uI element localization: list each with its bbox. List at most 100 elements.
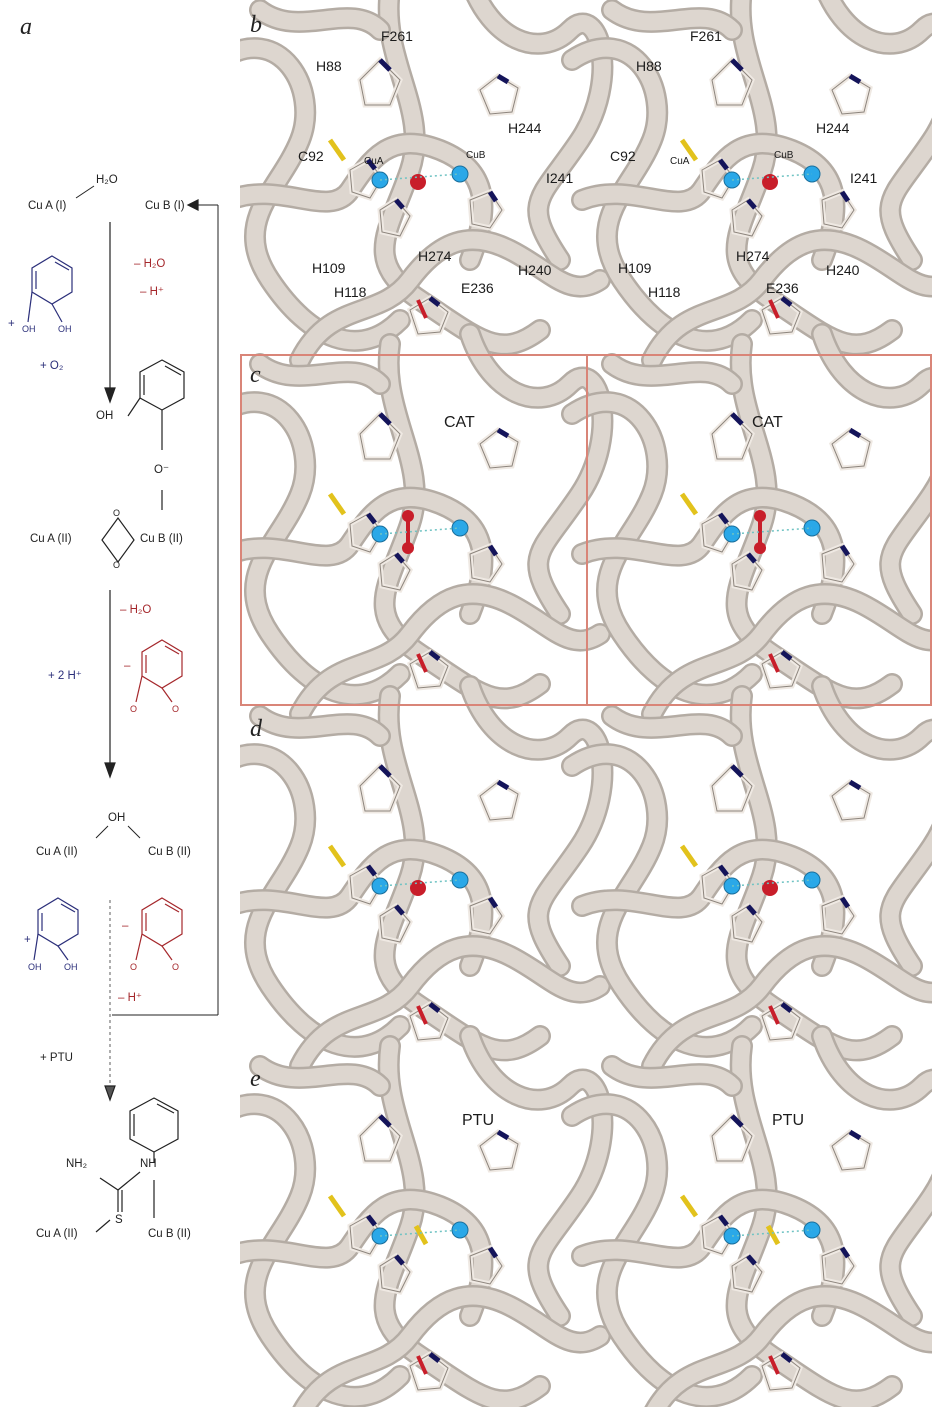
- plus-2hplus: + 2 H⁺: [48, 670, 82, 682]
- ribbon-3-1-5: [603, 1057, 741, 1095]
- nitrogen-2-1-5: [780, 1002, 793, 1013]
- side-chain-edge-1-1-0: [711, 413, 753, 460]
- side-chain-edge-0-1-2: [701, 159, 735, 199]
- ribbon-0-0-4: [291, 231, 609, 369]
- sulfur-0-1: [679, 138, 699, 162]
- panel-letter-b: b: [250, 12, 262, 38]
- side-chain-edge-3-1-2: [701, 1215, 735, 1255]
- ribbon-3-0-5: [251, 1057, 389, 1095]
- side-chain-edge-2-0-5: [409, 1003, 449, 1041]
- residue-c92-right: C92: [610, 148, 636, 164]
- coord-line-3-0: [379, 1229, 461, 1237]
- nitrogen-0-1-3: [746, 198, 757, 210]
- nitrogen-3-0-3: [394, 1254, 405, 1266]
- o-q4: O: [172, 962, 180, 972]
- side-chain-edge-3-0-4: [469, 1247, 503, 1285]
- nitrogen-1-1-2: [718, 512, 729, 525]
- plus-sign-3: +: [24, 934, 31, 946]
- nitrogen-0-1-1: [848, 73, 862, 85]
- side-chain-edge-2-0-3: [379, 905, 411, 943]
- oxygen-stub-1-1: [768, 653, 780, 673]
- side-chain-edge-2-0-4: [469, 897, 503, 935]
- oh-a: OH: [22, 324, 36, 334]
- o-bridge-1: O: [113, 508, 121, 518]
- nitrogen-1-0-4: [487, 544, 499, 557]
- ribbon-3-0-4: [295, 1287, 609, 1407]
- oxygen-stub-3-1: [768, 1355, 780, 1375]
- side-chain-edge-1-0-5: [409, 651, 449, 689]
- residue-h88-right: H88: [636, 58, 662, 74]
- nh-label: NH: [140, 1158, 157, 1170]
- side-chain-edge-1-1-1: [831, 429, 871, 469]
- residue-i241-left: I241: [546, 170, 574, 186]
- side-chain-edge-0-0-4: [469, 191, 503, 229]
- nitrogen-3-0-2: [366, 1214, 377, 1227]
- ribbon-1-0-5: [251, 355, 389, 393]
- nitrogen-2-0-3: [394, 904, 405, 916]
- o-q2: O: [172, 704, 180, 714]
- nh2-label: NH₂: [66, 1158, 88, 1170]
- residue-i241-right: I241: [850, 170, 878, 186]
- side-chain-edge-0-1-4: [821, 191, 855, 229]
- sulfur-2-0: [327, 844, 347, 868]
- side-chain-edge-3-1-1: [831, 1131, 871, 1171]
- residue-h274-right: H274: [736, 248, 770, 264]
- scheme-drawing: [27, 199, 219, 1233]
- ribbon-2-1-5: [603, 707, 741, 745]
- oxygen-stub-2-1: [768, 1005, 780, 1025]
- side-chain-edge-1-0-1: [479, 429, 519, 469]
- residue-h244-right: H244: [816, 120, 850, 136]
- cub-ii-label-2: Cu B (II): [148, 846, 191, 858]
- side-chain-edge-0-0-2: [349, 159, 383, 199]
- ribbon-1-1-4: [643, 585, 932, 723]
- minus-h2o-2: – H₂O: [120, 604, 152, 616]
- side-chain-edge-2-0-0: [359, 765, 401, 812]
- ligand-cat-left: CAT: [444, 414, 475, 431]
- nitrogen-0-1-2: [718, 158, 729, 171]
- residue-e236-right: E236: [766, 280, 799, 296]
- side-chain-3-1-1: [828, 1128, 873, 1173]
- side-chain-edge-2-1-4: [821, 897, 855, 935]
- coord-line-3-1: [731, 1229, 813, 1237]
- residue-h109-right: H109: [618, 260, 652, 276]
- nitrogen-1-0-0: [378, 412, 392, 426]
- side-chain-edge-3-0-5: [409, 1353, 449, 1391]
- residue-h118-right: H118: [648, 284, 681, 300]
- side-chain-edge-0-0-5: [409, 297, 449, 335]
- nitrogen-0-0-5: [428, 296, 441, 307]
- side-chain-edge-0-1-3: [731, 199, 763, 237]
- side-chain-edge-3-1-3: [731, 1255, 763, 1293]
- ribbon-0-0-5: [251, 1, 389, 39]
- coord-line-0-1: [731, 173, 813, 181]
- cua-i-label: Cu A (I): [28, 200, 67, 212]
- nitrogen-2-1-3: [746, 904, 757, 916]
- coord-line-1-0: [379, 527, 461, 535]
- cua-ii-label-3: Cu A (II): [36, 1228, 78, 1240]
- sulfur-3-1: [679, 1194, 699, 1218]
- catechol-1: [27, 255, 73, 323]
- ligand-cat-right: CAT: [752, 414, 783, 431]
- coord-line-2-1: [731, 879, 813, 887]
- plus-o2: + O₂: [40, 360, 64, 372]
- side-chain-edge-3-1-0: [711, 1115, 753, 1162]
- h2o-label: H₂O: [96, 174, 118, 186]
- nitrogen-3-0-5: [428, 1352, 441, 1363]
- nitrogen-2-1-0: [730, 764, 744, 778]
- nitrogen-1-1-3: [746, 552, 757, 564]
- o-bridge-2: O: [113, 560, 121, 570]
- residue-e236-left: E236: [461, 280, 494, 296]
- side-chain-edge-3-1-5: [761, 1353, 801, 1391]
- side-chain-edge-3-0-0: [359, 1115, 401, 1162]
- panel-letter-a: a: [20, 14, 32, 40]
- residue-c92-left: C92: [298, 148, 324, 164]
- cub-ii-label-1: Cu B (II): [140, 533, 183, 545]
- side-chain-edge-0-1-1: [831, 75, 871, 115]
- ribbon-1-1-2: [813, 325, 932, 623]
- sulfur-2-1: [679, 844, 699, 868]
- cua-label-right: CuA: [670, 156, 690, 167]
- side-chain-3-0-1: [476, 1128, 521, 1173]
- o-q3: O: [130, 962, 138, 972]
- nitrogen-1-0-2: [366, 512, 377, 525]
- side-chain-edge-2-1-3: [731, 905, 763, 943]
